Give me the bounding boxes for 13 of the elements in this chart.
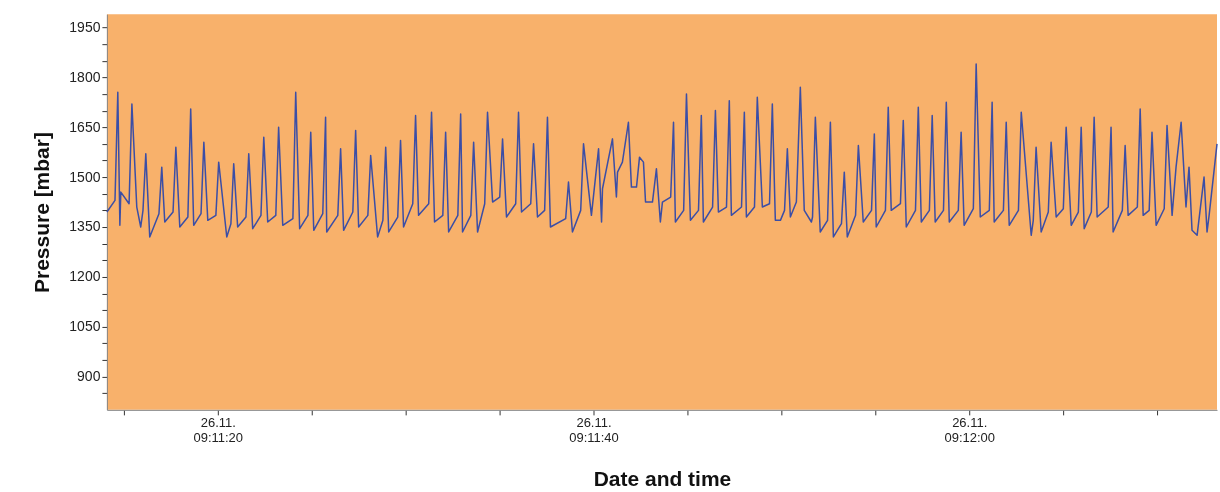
y-tick-label: 900 (77, 368, 101, 385)
y-tick-label: 1650 (69, 118, 101, 135)
y-tick-label: 1800 (69, 68, 101, 85)
y-tick-label: 1050 (69, 318, 101, 335)
y-axis-title: Pressure [mbar] (30, 132, 54, 293)
x-tick-label: 26.11. 09:11:20 (193, 415, 244, 446)
x-tick-label: 26.11. 09:12:00 (944, 415, 995, 446)
y-tick-label: 1200 (69, 268, 101, 285)
x-tick-label: 26.11. 09:11:40 (569, 415, 619, 446)
y-tick-label: 1950 (69, 18, 101, 35)
y-tick-label: 1350 (69, 218, 101, 235)
x-axis-title: Date and time (593, 467, 732, 491)
y-tick-label: 1500 (69, 168, 101, 185)
